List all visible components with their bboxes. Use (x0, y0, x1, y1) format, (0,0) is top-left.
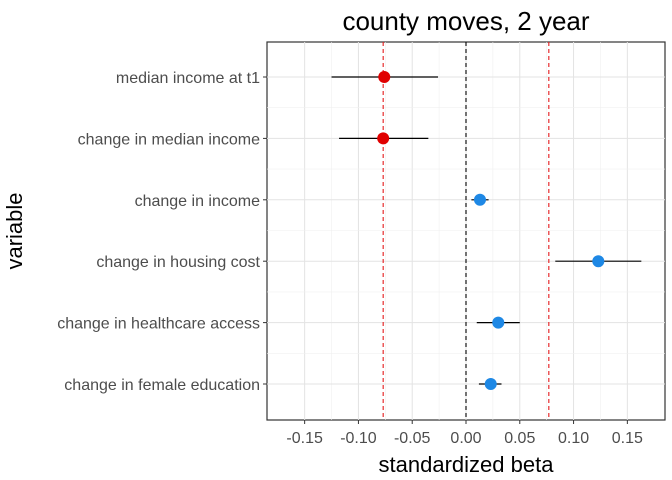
point (592, 255, 605, 268)
x-tick-label: -0.05 (394, 430, 431, 447)
x-tick-label: 0.15 (612, 430, 643, 447)
x-tick-labels: -0.15 -0.10 -0.05 0.00 0.05 0.10 0.15 (286, 420, 643, 447)
point (484, 378, 497, 390)
y-tick-label: change in income (135, 193, 261, 210)
x-axis-label: standardized beta (379, 452, 555, 477)
point (378, 71, 391, 83)
chart-title: county moves, 2 year (342, 6, 589, 36)
y-tick-label: median income at t1 (116, 70, 260, 87)
x-tick-label: 0.00 (450, 430, 481, 447)
x-tick-label: 0.10 (558, 430, 589, 447)
y-axis-label: variable (2, 192, 27, 269)
y-tick-label: change in median income (78, 131, 260, 148)
point (473, 193, 486, 206)
x-tick-label: 0.05 (504, 430, 535, 447)
y-tick-labels: median income at t1 change in median inco… (57, 70, 267, 394)
reference-lines (382, 42, 550, 420)
points (377, 71, 605, 390)
point (377, 132, 390, 145)
y-tick-label: change in female education (64, 377, 260, 394)
point (492, 316, 505, 329)
x-tick-label: -0.10 (340, 430, 377, 447)
y-tick-label: change in healthcare access (57, 316, 260, 333)
x-tick-label: -0.15 (286, 430, 323, 447)
y-tick-label: change in housing cost (96, 254, 260, 271)
